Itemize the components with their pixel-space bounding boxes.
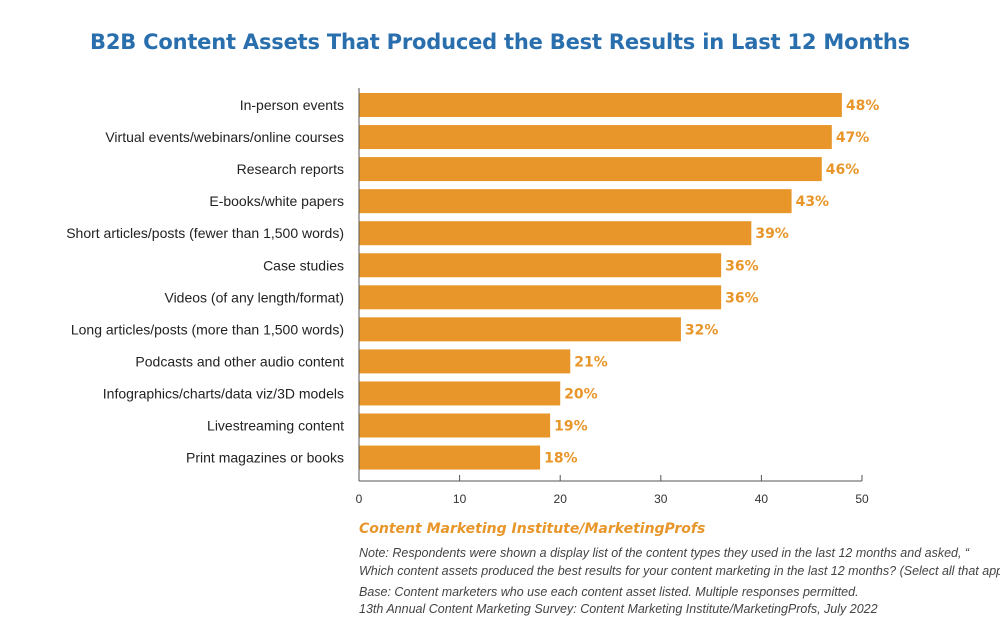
- note-line-1: Note: Respondents were shown a display l…: [359, 546, 970, 560]
- bar: [359, 445, 541, 470]
- bar: [359, 125, 832, 150]
- category-label: Virtual events/webinars/online courses: [105, 129, 344, 145]
- chart-title: B2B Content Assets That Produced the Bes…: [90, 30, 910, 54]
- x-tick-label: 10: [453, 492, 467, 506]
- base-note: Base: Content marketers who use each con…: [359, 585, 859, 599]
- value-label: 48%: [846, 98, 880, 114]
- category-label: E-books/white papers: [209, 193, 344, 209]
- bar: [359, 189, 792, 214]
- note-line-2: Which content assets produced the best r…: [359, 564, 1000, 578]
- value-label: 21%: [574, 354, 608, 370]
- category-label: Case studies: [263, 257, 344, 273]
- category-label: Long articles/posts (more than 1,500 wor…: [71, 321, 344, 337]
- value-label: 36%: [725, 258, 759, 274]
- category-label: Print magazines or books: [186, 450, 344, 466]
- value-label: 47%: [836, 130, 870, 146]
- value-label: 36%: [725, 290, 759, 306]
- bar: [359, 221, 752, 246]
- x-tick-label: 50: [855, 492, 869, 506]
- value-label: 18%: [544, 451, 578, 467]
- category-label: Podcasts and other audio content: [135, 353, 344, 369]
- bar: [359, 285, 722, 310]
- source-label: Content Marketing Institute/MarketingPro…: [359, 521, 706, 537]
- bar: [359, 381, 561, 406]
- bar: [359, 413, 551, 438]
- x-tick-label: 20: [554, 492, 568, 506]
- category-label: Short articles/posts (fewer than 1,500 w…: [66, 225, 344, 241]
- bar: [359, 253, 722, 278]
- bar: [359, 317, 681, 342]
- bar-chart: In-person events 48% Virtual events/webina…: [66, 88, 880, 506]
- category-label: Infographics/charts/data viz/3D models: [103, 385, 344, 401]
- value-label: 19%: [554, 419, 588, 435]
- bar: [359, 157, 822, 182]
- category-label: In-person events: [240, 97, 344, 113]
- value-label: 46%: [826, 162, 860, 178]
- value-label: 32%: [685, 322, 719, 338]
- value-label: 43%: [796, 194, 830, 210]
- bar: [359, 349, 571, 374]
- value-label: 20%: [564, 386, 598, 402]
- category-label: Livestreaming content: [207, 418, 344, 434]
- x-tick-label: 40: [755, 492, 769, 506]
- category-label: Videos (of any length/format): [164, 289, 344, 305]
- survey-note: 13th Annual Content Marketing Survey: Co…: [359, 602, 878, 616]
- x-tick-label: 30: [654, 492, 668, 506]
- bar: [359, 93, 842, 117]
- category-label: Research reports: [237, 161, 344, 177]
- x-tick-label: 0: [356, 492, 363, 506]
- value-label: 39%: [755, 226, 789, 242]
